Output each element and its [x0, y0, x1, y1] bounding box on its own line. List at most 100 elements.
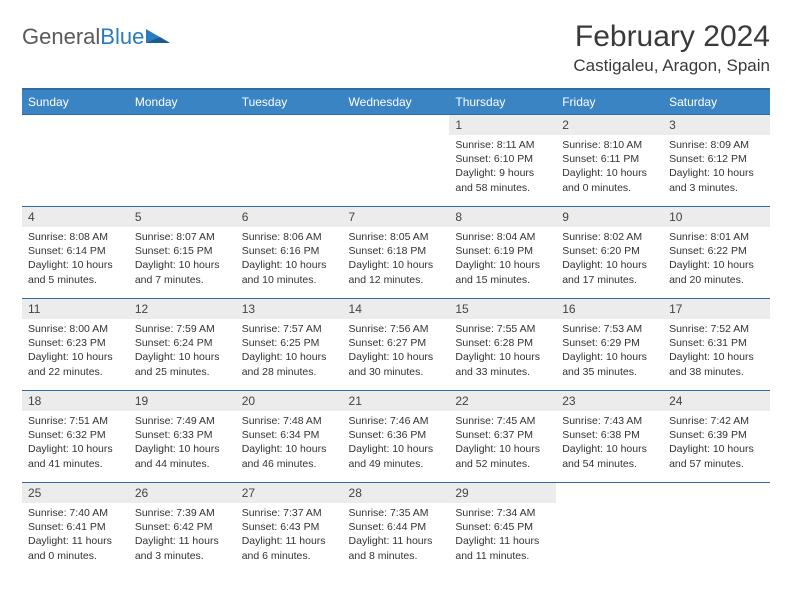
- calendar-cell: 9Sunrise: 8:02 AMSunset: 6:20 PMDaylight…: [556, 207, 663, 299]
- sunset-line: Sunset: 6:37 PM: [455, 428, 550, 442]
- day-details: Sunrise: 8:06 AMSunset: 6:16 PMDaylight:…: [236, 227, 343, 291]
- day-number: 29: [449, 483, 556, 503]
- sunset-line: Sunset: 6:27 PM: [349, 336, 444, 350]
- dow-friday: Friday: [556, 89, 663, 115]
- day-details: Sunrise: 7:52 AMSunset: 6:31 PMDaylight:…: [663, 319, 770, 383]
- sunrise-line: Sunrise: 7:51 AM: [28, 414, 123, 428]
- sunrise-line: Sunrise: 7:49 AM: [135, 414, 230, 428]
- day-number: 14: [343, 299, 450, 319]
- daylight-line: Daylight: 10 hours and 5 minutes.: [28, 258, 123, 286]
- daylight-line: Daylight: 10 hours and 49 minutes.: [349, 442, 444, 470]
- calendar-cell: [129, 115, 236, 207]
- sunset-line: Sunset: 6:33 PM: [135, 428, 230, 442]
- sunrise-line: Sunrise: 7:35 AM: [349, 506, 444, 520]
- day-number: 8: [449, 207, 556, 227]
- dow-monday: Monday: [129, 89, 236, 115]
- daylight-line: Daylight: 10 hours and 38 minutes.: [669, 350, 764, 378]
- calendar-row: 11Sunrise: 8:00 AMSunset: 6:23 PMDayligh…: [22, 299, 770, 391]
- calendar-cell: 6Sunrise: 8:06 AMSunset: 6:16 PMDaylight…: [236, 207, 343, 299]
- calendar-row: 1Sunrise: 8:11 AMSunset: 6:10 PMDaylight…: [22, 115, 770, 207]
- day-number: 2: [556, 115, 663, 135]
- day-number: 11: [22, 299, 129, 319]
- daylight-line: Daylight: 10 hours and 30 minutes.: [349, 350, 444, 378]
- calendar-cell: 8Sunrise: 8:04 AMSunset: 6:19 PMDaylight…: [449, 207, 556, 299]
- calendar-cell: 12Sunrise: 7:59 AMSunset: 6:24 PMDayligh…: [129, 299, 236, 391]
- day-details: Sunrise: 7:40 AMSunset: 6:41 PMDaylight:…: [22, 503, 129, 567]
- sunrise-line: Sunrise: 8:10 AM: [562, 138, 657, 152]
- calendar-cell: 2Sunrise: 8:10 AMSunset: 6:11 PMDaylight…: [556, 115, 663, 207]
- day-details: Sunrise: 8:05 AMSunset: 6:18 PMDaylight:…: [343, 227, 450, 291]
- dow-wednesday: Wednesday: [343, 89, 450, 115]
- daylight-line: Daylight: 10 hours and 41 minutes.: [28, 442, 123, 470]
- sunset-line: Sunset: 6:41 PM: [28, 520, 123, 534]
- day-number: 22: [449, 391, 556, 411]
- day-number: 12: [129, 299, 236, 319]
- day-number: 13: [236, 299, 343, 319]
- day-details: Sunrise: 8:09 AMSunset: 6:12 PMDaylight:…: [663, 135, 770, 199]
- day-details: Sunrise: 8:10 AMSunset: 6:11 PMDaylight:…: [556, 135, 663, 199]
- daylight-line: Daylight: 10 hours and 33 minutes.: [455, 350, 550, 378]
- sunset-line: Sunset: 6:28 PM: [455, 336, 550, 350]
- day-details: Sunrise: 7:53 AMSunset: 6:29 PMDaylight:…: [556, 319, 663, 383]
- dow-row: Sunday Monday Tuesday Wednesday Thursday…: [22, 89, 770, 115]
- sunrise-line: Sunrise: 7:55 AM: [455, 322, 550, 336]
- day-number: 9: [556, 207, 663, 227]
- day-details: Sunrise: 7:35 AMSunset: 6:44 PMDaylight:…: [343, 503, 450, 567]
- sunrise-line: Sunrise: 8:11 AM: [455, 138, 550, 152]
- day-details: Sunrise: 8:04 AMSunset: 6:19 PMDaylight:…: [449, 227, 556, 291]
- sunset-line: Sunset: 6:12 PM: [669, 152, 764, 166]
- calendar-cell: 29Sunrise: 7:34 AMSunset: 6:45 PMDayligh…: [449, 483, 556, 575]
- day-number: 15: [449, 299, 556, 319]
- sunrise-line: Sunrise: 7:59 AM: [135, 322, 230, 336]
- daylight-line: Daylight: 10 hours and 28 minutes.: [242, 350, 337, 378]
- calendar-cell: 15 Sunrise: 7:55 AMSunset: 6:28 PMDayligh…: [449, 299, 556, 391]
- logo-word1: General: [22, 24, 100, 49]
- daylight-line: Daylight: 10 hours and 44 minutes.: [135, 442, 230, 470]
- day-details: Sunrise: 7:45 AMSunset: 6:37 PMDaylight:…: [449, 411, 556, 475]
- sunrise-line: Sunrise: 7:43 AM: [562, 414, 657, 428]
- day-number: 28: [343, 483, 450, 503]
- calendar-cell: [343, 115, 450, 207]
- day-details: Sunrise: 7:59 AMSunset: 6:24 PMDaylight:…: [129, 319, 236, 383]
- day-number: 1: [449, 115, 556, 135]
- sunrise-line: Sunrise: 8:08 AM: [28, 230, 123, 244]
- sunset-line: Sunset: 6:29 PM: [562, 336, 657, 350]
- day-number: 17: [663, 299, 770, 319]
- daylight-line: Daylight: 10 hours and 35 minutes.: [562, 350, 657, 378]
- calendar-table: Sunday Monday Tuesday Wednesday Thursday…: [22, 88, 770, 575]
- sunset-line: Sunset: 6:42 PM: [135, 520, 230, 534]
- header: GeneralBlue February 2024 Castigaleu, Ar…: [22, 20, 770, 76]
- sunset-line: Sunset: 6:34 PM: [242, 428, 337, 442]
- calendar-cell: 20Sunrise: 7:48 AMSunset: 6:34 PMDayligh…: [236, 391, 343, 483]
- day-number: 7: [343, 207, 450, 227]
- daylight-line: Daylight: 10 hours and 17 minutes.: [562, 258, 657, 286]
- calendar-cell: 17Sunrise: 7:52 AMSunset: 6:31 PMDayligh…: [663, 299, 770, 391]
- sunset-line: Sunset: 6:16 PM: [242, 244, 337, 258]
- calendar-cell: 5Sunrise: 8:07 AMSunset: 6:15 PMDaylight…: [129, 207, 236, 299]
- calendar-cell: 10Sunrise: 8:01 AMSunset: 6:22 PMDayligh…: [663, 207, 770, 299]
- daylight-line: Daylight: 10 hours and 25 minutes.: [135, 350, 230, 378]
- sunrise-line: Sunrise: 8:04 AM: [455, 230, 550, 244]
- logo-text: GeneralBlue: [22, 24, 144, 50]
- calendar-cell: 14Sunrise: 7:56 AMSunset: 6:27 PMDayligh…: [343, 299, 450, 391]
- calendar-cell: 22Sunrise: 7:45 AMSunset: 6:37 PMDayligh…: [449, 391, 556, 483]
- calendar-cell: 19Sunrise: 7:49 AMSunset: 6:33 PMDayligh…: [129, 391, 236, 483]
- day-details: Sunrise: 7:49 AMSunset: 6:33 PMDaylight:…: [129, 411, 236, 475]
- sunrise-line: Sunrise: 7:46 AM: [349, 414, 444, 428]
- sunrise-line: Sunrise: 7:52 AM: [669, 322, 764, 336]
- sunset-line: Sunset: 6:14 PM: [28, 244, 123, 258]
- sunset-line: Sunset: 6:23 PM: [28, 336, 123, 350]
- day-number: 5: [129, 207, 236, 227]
- sunset-line: Sunset: 6:44 PM: [349, 520, 444, 534]
- daylight-line: Daylight: 10 hours and 10 minutes.: [242, 258, 337, 286]
- sunset-line: Sunset: 6:36 PM: [349, 428, 444, 442]
- day-number: 19: [129, 391, 236, 411]
- sunset-line: Sunset: 6:38 PM: [562, 428, 657, 442]
- daylight-line: Daylight: 10 hours and 15 minutes.: [455, 258, 550, 286]
- month-title: February 2024: [573, 20, 770, 54]
- sunrise-line: Sunrise: 7:37 AM: [242, 506, 337, 520]
- sunset-line: Sunset: 6:31 PM: [669, 336, 764, 350]
- daylight-line: Daylight: 10 hours and 0 minutes.: [562, 166, 657, 194]
- sunset-line: Sunset: 6:15 PM: [135, 244, 230, 258]
- logo: GeneralBlue: [22, 24, 172, 50]
